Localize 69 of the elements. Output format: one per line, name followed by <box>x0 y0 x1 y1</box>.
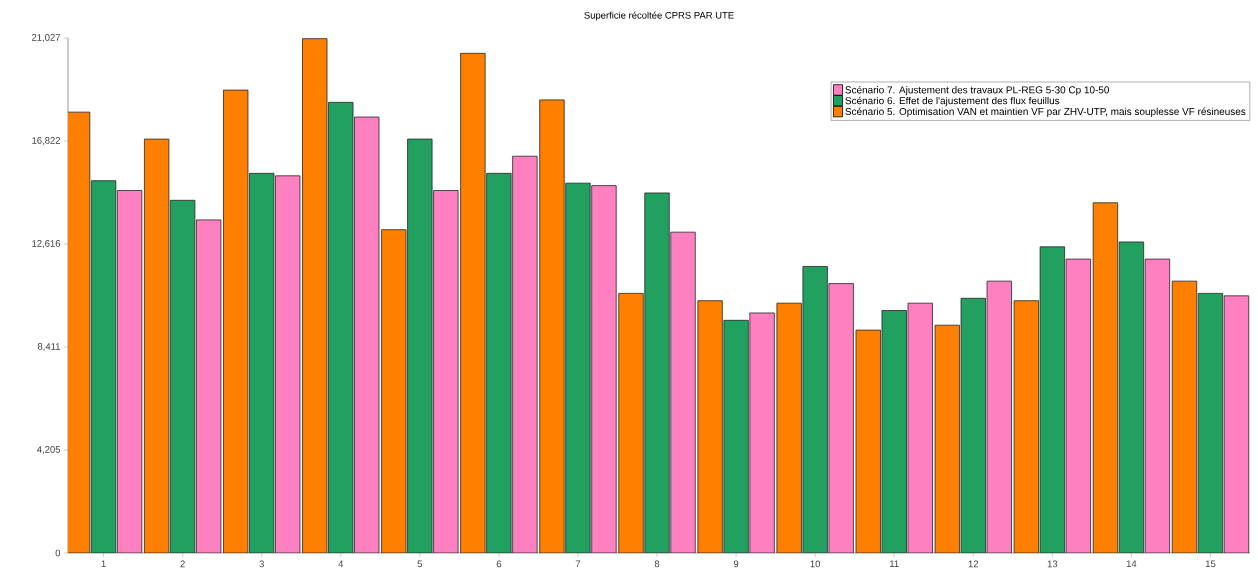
bar <box>855 329 881 553</box>
x-tick-label: 15 <box>1205 560 1216 568</box>
bar <box>1223 295 1250 553</box>
x-tick-label: 12 <box>968 560 979 568</box>
bar <box>1197 292 1224 553</box>
legend-label: Scénario 6. Effet de l'ajustement des flux feuillus <box>845 96 1060 107</box>
bar <box>275 175 301 553</box>
bar <box>302 38 328 553</box>
bar <box>881 310 907 553</box>
bar <box>195 219 222 553</box>
bar <box>433 190 459 553</box>
x-tick-label: 13 <box>1047 560 1058 568</box>
x-tick-label: 11 <box>890 560 899 568</box>
bar <box>565 182 591 553</box>
bar <box>591 185 617 553</box>
bar <box>697 300 723 553</box>
bar <box>802 266 828 553</box>
bar <box>223 89 249 553</box>
chart-title: Superficie récoltée CPRS PAR UTE <box>584 11 734 21</box>
bar <box>960 297 986 553</box>
bar <box>1013 300 1039 553</box>
bar <box>354 116 380 553</box>
x-tick-label: 3 <box>259 560 264 568</box>
legend-label: Scénario 5. Optimisation VAN et maintien VF par ZHV-UTP, mais souplesse VF résineuses <box>845 107 1246 117</box>
bar <box>749 312 775 553</box>
bar <box>486 172 512 553</box>
bar <box>328 101 354 553</box>
bar <box>169 199 196 553</box>
x-tick-label: 8 <box>654 560 660 568</box>
bar <box>1065 258 1091 553</box>
bar <box>644 192 670 553</box>
bar <box>143 138 170 553</box>
bar <box>934 324 960 553</box>
bar <box>1144 258 1171 553</box>
x-tick-label: 5 <box>417 560 423 568</box>
bar <box>1039 246 1065 553</box>
y-tick-label: 4,205 <box>37 446 61 454</box>
bar <box>1171 280 1198 553</box>
bar <box>407 138 433 553</box>
x-tick-label: 10 <box>810 560 821 568</box>
bar <box>116 190 143 553</box>
x-tick-label: 4 <box>338 560 344 568</box>
bar <box>381 229 407 553</box>
y-tick-label: 8,411 <box>37 343 61 351</box>
bar <box>1118 241 1145 553</box>
x-tick-label: 1 <box>101 560 106 568</box>
x-tick-label: 6 <box>496 560 502 568</box>
bar <box>539 99 565 553</box>
bar <box>618 292 644 553</box>
y-tick-label: 16,822 <box>32 137 61 145</box>
bar <box>249 172 275 553</box>
bar <box>1092 202 1119 553</box>
bar <box>512 155 538 553</box>
x-tick-label: 14 <box>1126 560 1137 568</box>
x-tick-label: 7 <box>575 560 581 568</box>
x-tick-label: 9 <box>733 560 739 568</box>
bar <box>723 319 749 553</box>
bar <box>907 302 933 553</box>
bar <box>986 280 1012 553</box>
bar <box>90 180 117 553</box>
legend-label: Scénario 7. Ajustement des travaux PL-REG 5-30 Cp 10-50 <box>845 85 1110 96</box>
y-tick-label: 21,027 <box>32 34 61 42</box>
bar <box>776 302 802 553</box>
y-tick-label: 0 <box>55 549 61 557</box>
bar <box>460 52 486 553</box>
bar <box>670 231 696 553</box>
bar <box>828 283 854 553</box>
y-tick-label: 12,616 <box>32 240 61 248</box>
x-tick-label: 2 <box>180 560 185 568</box>
